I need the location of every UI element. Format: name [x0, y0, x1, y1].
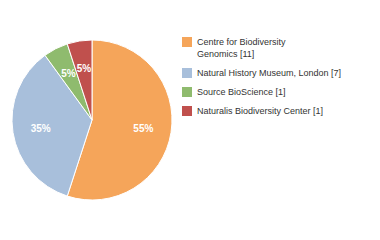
html-text:Natural History Museum, London: Natural History Museum, London [7]: [197, 68, 342, 78]
html-text:Centre for Biodiversity Genomi: Centre for Biodiversity Genomics [11]: [197, 37, 286, 59]
svg-text:35%: 35%: [31, 123, 51, 134]
html-text:Naturalis Biodiversity Center: Naturalis Biodiversity Center [1]: [197, 106, 324, 116]
html-text:Source BioScience [1]: Source BioScience [1]: [197, 87, 286, 97]
svg-text:5%: 5%: [77, 63, 92, 74]
svg-text:5%: 5%: [61, 68, 76, 79]
svg-text:55%: 55%: [133, 123, 153, 134]
